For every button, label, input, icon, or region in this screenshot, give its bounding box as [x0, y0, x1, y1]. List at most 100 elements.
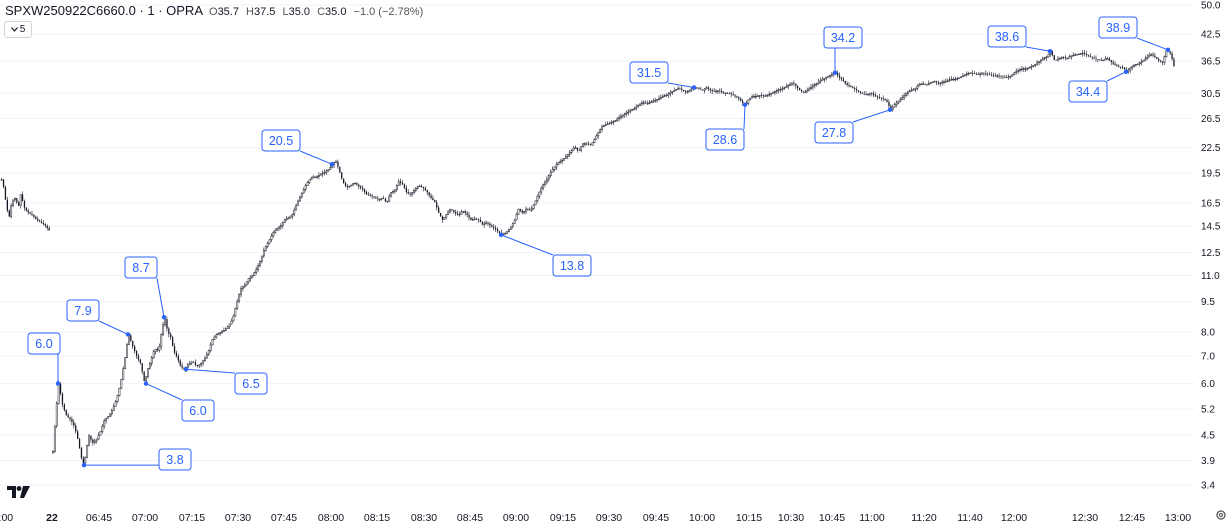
time-tick-label: 12:45 — [1119, 512, 1145, 524]
candle — [641, 100, 643, 107]
candle — [880, 97, 882, 101]
price-annotation[interactable]: 3.8 — [81, 448, 192, 471]
candle — [1101, 57, 1103, 61]
axis-settings-button[interactable] — [1215, 509, 1227, 524]
annotation-box — [261, 129, 301, 152]
price-annotation[interactable]: 31.5 — [629, 61, 697, 90]
candle — [895, 100, 898, 108]
candle — [245, 281, 248, 286]
time-axis: 13:00 22 06:45 07:00 07:15 07:30 07:45 08:00 08:… — [0, 512, 1191, 524]
candle — [994, 72, 996, 77]
candle — [77, 429, 79, 440]
candle — [854, 86, 856, 92]
candle — [772, 91, 774, 94]
price-annotation[interactable]: 8.7 — [124, 256, 167, 320]
candle — [808, 86, 811, 92]
candle — [420, 184, 423, 188]
candle — [595, 133, 598, 140]
candle — [42, 220, 45, 226]
low-label: L — [282, 6, 289, 18]
price-annotation[interactable]: 34.4 — [1068, 69, 1129, 103]
price-annotation[interactable]: 28.6 — [705, 102, 748, 151]
candle — [1163, 55, 1166, 65]
candle — [675, 89, 678, 91]
change-value: −1.0 (−2.78%) — [353, 6, 424, 18]
interval-toggle-button[interactable]: 5 — [4, 21, 32, 38]
price-annotation[interactable]: 38.9 — [1098, 16, 1171, 53]
annotation-label: 6.0 — [189, 404, 206, 418]
candle — [46, 224, 48, 231]
annotation-box — [814, 121, 854, 144]
annotation-anchor-dot — [161, 315, 167, 320]
candle — [1136, 63, 1139, 65]
candle — [1140, 58, 1143, 66]
candle — [563, 158, 565, 161]
price-annotation[interactable]: 6.0 — [143, 381, 215, 422]
candle — [205, 351, 208, 359]
candle — [295, 203, 298, 211]
candle — [789, 82, 792, 86]
candle — [758, 94, 761, 99]
candle — [19, 194, 22, 209]
candle — [566, 154, 569, 160]
price-annotation[interactable]: 38.6 — [987, 25, 1053, 54]
price-annotation[interactable]: 34.2 — [823, 26, 863, 76]
candle — [346, 184, 349, 191]
candle — [126, 342, 128, 358]
candle — [553, 166, 556, 172]
annotation-connector — [299, 150, 333, 165]
candle — [152, 349, 155, 360]
candle — [1032, 64, 1035, 68]
price-annotation[interactable]: 6.5 — [183, 367, 268, 395]
candle — [422, 186, 425, 192]
price-annotation[interactable]: 6.0 — [27, 332, 61, 386]
candle — [1133, 63, 1135, 68]
candle — [852, 85, 854, 89]
candle — [859, 90, 862, 95]
candle — [21, 191, 24, 202]
candle — [728, 92, 730, 95]
candle — [120, 378, 123, 390]
annotation-connector — [852, 109, 891, 123]
annotation-anchor-dot — [183, 367, 189, 372]
tradingview-logo[interactable] — [7, 485, 31, 503]
candle — [491, 223, 493, 228]
price-annotation[interactable]: 7.9 — [66, 299, 131, 337]
symbol-title[interactable]: SPXW250922C6660.0 · 1 · OPRA — [5, 3, 203, 18]
price-annotation[interactable]: 13.8 — [498, 232, 592, 277]
annotation-connector — [156, 277, 165, 318]
candle — [795, 83, 797, 90]
price-annotation[interactable]: 20.5 — [261, 129, 335, 167]
candle — [747, 99, 750, 106]
annotation-anchor-dot — [55, 381, 61, 386]
annotation-box — [234, 372, 268, 395]
candle — [939, 82, 942, 87]
candle — [779, 86, 782, 93]
ohlc-values: O35.7 H37.5 L35.0 C35.0 −1.0 (−2.78%) — [209, 6, 427, 18]
price-annotation[interactable]: 27.8 — [814, 107, 893, 144]
candle — [122, 366, 125, 380]
candle — [977, 72, 979, 75]
candle — [785, 83, 788, 88]
candle — [451, 208, 453, 212]
candle — [1040, 59, 1042, 64]
time-tick-label: 11:40 — [957, 512, 983, 524]
candle — [517, 208, 520, 215]
annotation-box — [124, 256, 158, 279]
candle — [132, 340, 134, 349]
candle — [698, 86, 700, 90]
candle — [521, 209, 523, 215]
candle — [700, 86, 702, 91]
annotation-box — [705, 128, 745, 151]
candle — [523, 211, 526, 215]
annotations: 6.0 3.8 7.9 6.0 8.7 6.5 20.5 13.8 31.5 28.6 34.2 27… — [27, 16, 1171, 471]
candle — [1028, 66, 1031, 69]
time-tick-label: 08:15 — [364, 512, 390, 524]
candle — [525, 206, 527, 215]
price-tick-label: 6.0 — [1201, 379, 1215, 390]
candle — [238, 293, 241, 304]
candle — [867, 93, 869, 96]
candle — [75, 423, 77, 434]
candle — [756, 94, 759, 97]
